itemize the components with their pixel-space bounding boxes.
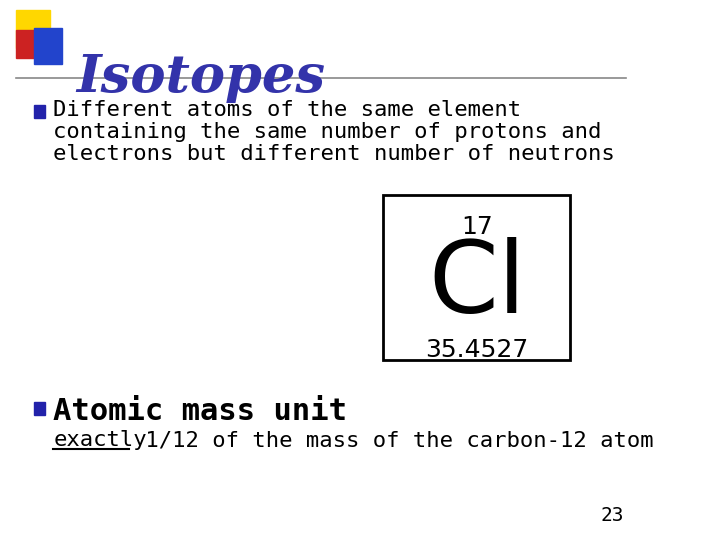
Text: exactly: exactly [53,430,147,450]
Bar [34,402,45,415]
Bar [16,30,42,58]
Bar [34,28,63,64]
Text: containing the same number of protons and: containing the same number of protons an… [53,122,602,142]
Text: 23: 23 [600,506,624,525]
Text: Different atoms of the same element: Different atoms of the same element [53,100,521,120]
Text: Atomic mass unit: Atomic mass unit [53,397,348,426]
Text: 1/12 of the mass of the carbon-12 atom: 1/12 of the mass of the carbon-12 atom [132,430,654,450]
Text: electrons but different number of neutrons: electrons but different number of neutro… [53,144,615,164]
Bar [383,195,570,360]
Text: 17: 17 [461,215,492,239]
Text: Isotopes: Isotopes [76,52,325,103]
Bar [16,10,50,48]
Text: Cl: Cl [428,237,526,334]
Bar [34,105,45,118]
Text: 35.4527: 35.4527 [426,338,528,362]
